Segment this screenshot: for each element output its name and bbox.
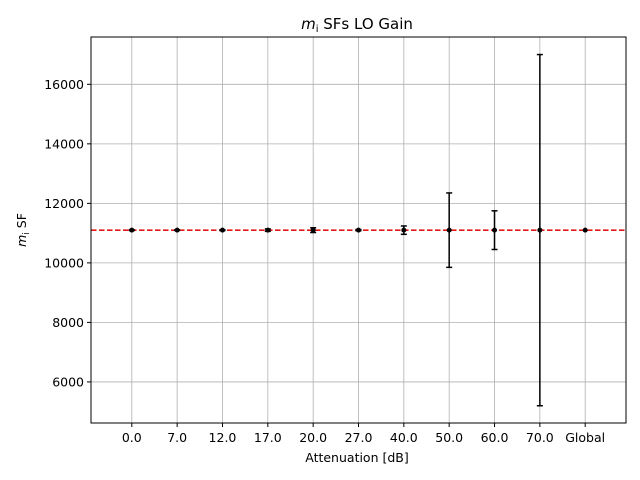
data-point <box>356 227 361 233</box>
y-tick-label: 6000 <box>52 374 84 389</box>
data-point <box>401 227 407 233</box>
data-point <box>310 227 316 233</box>
x-tick-label: 27.0 <box>345 430 373 445</box>
x-axis-label: Attenuation [dB] <box>305 450 409 465</box>
x-tick-label: 0.0 <box>122 430 142 445</box>
y-tick-label: 16000 <box>44 77 84 92</box>
x-tick-label: 20.0 <box>299 430 327 445</box>
data-point <box>129 227 135 233</box>
chart-title: mi SFs LO Gain <box>301 15 413 35</box>
data-point <box>582 227 588 233</box>
data-layer <box>128 53 588 407</box>
data-point <box>446 227 452 233</box>
x-tick-label: 17.0 <box>254 430 282 445</box>
y-axis-label: mi SF <box>14 213 32 247</box>
data-point <box>492 227 498 233</box>
data-point <box>537 227 543 233</box>
x-tick-label: Global <box>565 430 605 445</box>
y-tick-label: 14000 <box>44 136 84 151</box>
y-tick-label: 10000 <box>44 255 84 270</box>
x-tick-label: 40.0 <box>390 430 418 445</box>
x-tick-label: 7.0 <box>167 430 187 445</box>
data-point <box>265 227 271 233</box>
x-tick-label: 12.0 <box>209 430 237 445</box>
x-tick-label: 70.0 <box>526 430 554 445</box>
y-tick-label: 12000 <box>44 196 84 211</box>
x-tick-label: 50.0 <box>435 430 463 445</box>
y-tick-label: 8000 <box>52 315 84 330</box>
data-point <box>174 227 180 233</box>
data-point <box>219 227 225 233</box>
x-tick-label: 60.0 <box>481 430 509 445</box>
axes-layer: 0.0 7.0 12.0 17.0 20.0 27.0 40.0 50.0 60.0 70.0 Gl… <box>44 36 627 445</box>
